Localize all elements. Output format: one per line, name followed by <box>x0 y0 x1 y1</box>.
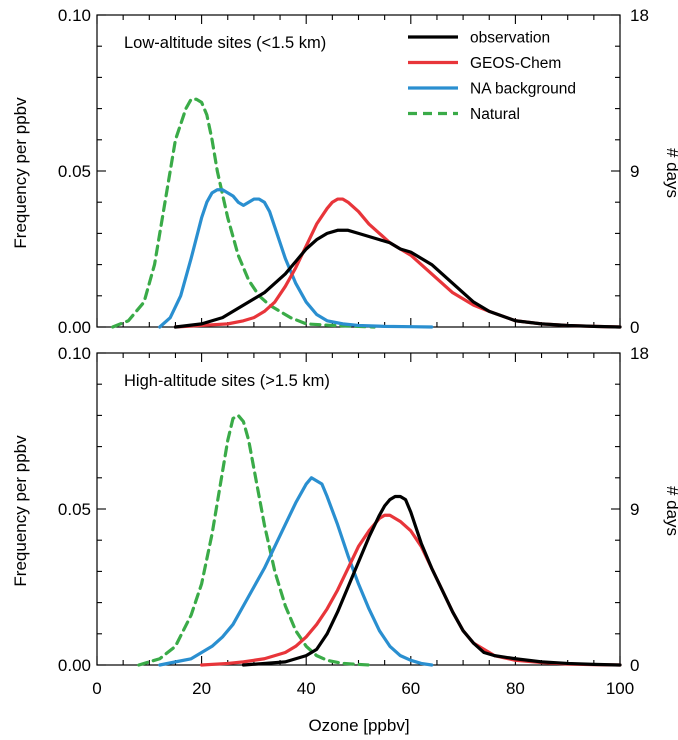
legend-label: Natural <box>470 106 520 123</box>
y-axis-title-top: Frequency per ppbv <box>11 97 30 249</box>
series-line-na-background <box>158 476 434 667</box>
series-line-observation <box>241 494 622 667</box>
series-line-natural <box>111 97 376 329</box>
y-tick-label: 0.05 <box>58 500 91 519</box>
x-tick-label: 100 <box>606 679 634 698</box>
legend-label: observation <box>470 30 550 47</box>
y-tick-label: 0.10 <box>58 6 91 25</box>
series-line-na-background <box>158 188 434 329</box>
series-line-natural <box>137 413 371 667</box>
y-tick-label: 0.00 <box>58 318 91 337</box>
y2-axis-title-bottom: # days <box>663 486 678 536</box>
x-axis-title: Ozone [ppbv] <box>308 716 409 735</box>
y-tick-label: 0.05 <box>58 162 91 181</box>
y2-tick-label: 9 <box>630 500 639 519</box>
panel-high-altitude: 0.00 0.05 0.10 0 9 18 High-altitude sites (>1.… <box>58 344 649 675</box>
panel-low-altitude: 0.00 0.05 0.10 0 9 18 Low-altitude sites (<1.5… <box>58 6 649 337</box>
y2-tick-label: 18 <box>630 6 649 25</box>
legend-label: GEOS-Chem <box>470 55 561 72</box>
x-tick-label: 0 <box>92 679 101 698</box>
legend: observation GEOS-Chem NA background Natural <box>408 30 576 123</box>
x-tick-label: 60 <box>401 679 420 698</box>
y2-tick-label: 0 <box>630 318 639 337</box>
y2-axis-title-top: # days <box>663 148 678 198</box>
x-tick-label: 40 <box>297 679 316 698</box>
y2-tick-label: 9 <box>630 162 639 181</box>
panel-title: High-altitude sites (>1.5 km) <box>124 372 330 390</box>
panel-title: Low-altitude sites (<1.5 km) <box>124 34 326 52</box>
y-tick-label: 0.10 <box>58 344 91 363</box>
plot-frame <box>96 352 621 666</box>
series-line-observation <box>173 228 622 329</box>
x-tick-label: 80 <box>506 679 525 698</box>
x-axis-tick-labels: 0 20 40 60 80 100 <box>92 679 634 698</box>
y2-tick-label: 18 <box>630 344 649 363</box>
x-tick-label: 20 <box>192 679 211 698</box>
legend-label: NA background <box>470 81 576 98</box>
y-tick-label: 0.00 <box>58 656 91 675</box>
y2-tick-label: 0 <box>630 656 639 675</box>
series-line-geos-chem <box>200 513 622 667</box>
y-axis-title-bottom: Frequency per ppbv <box>11 435 30 587</box>
